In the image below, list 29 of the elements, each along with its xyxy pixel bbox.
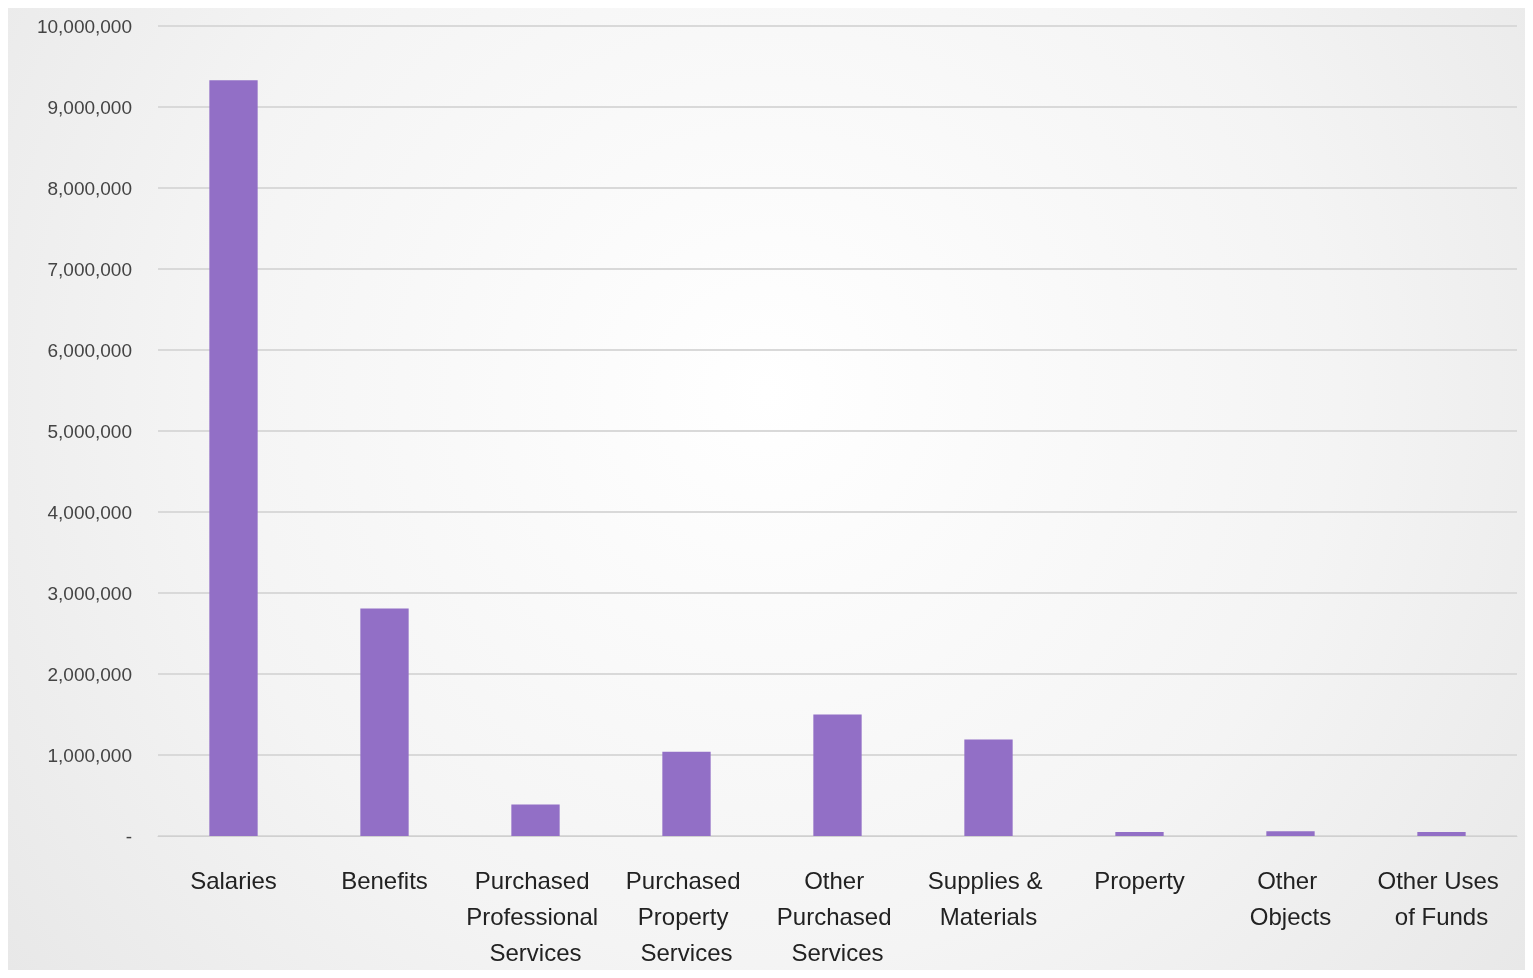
x-tick-label: Property: [1094, 866, 1185, 894]
bar: [511, 804, 560, 836]
y-tick-label: 4,000,000: [47, 501, 132, 523]
bar: [813, 714, 862, 836]
y-tick-label: 8,000,000: [47, 177, 132, 199]
y-tick-label: 3,000,000: [47, 582, 132, 604]
bar: [1266, 831, 1315, 836]
bar: [209, 80, 258, 836]
y-tick-label: 10,000,000: [36, 15, 132, 37]
y-tick-label: 9,000,000: [47, 96, 132, 118]
x-tick-label: Purchased Property Services: [625, 866, 748, 966]
x-tick-label: Benefits: [341, 866, 428, 894]
y-tick-label: 1,000,000: [47, 744, 132, 766]
y-tick-label: 2,000,000: [47, 663, 132, 685]
bar: [1115, 831, 1164, 836]
y-tick-label: 5,000,000: [47, 420, 132, 442]
x-tick-label: Other Uses of Funds: [1377, 866, 1506, 930]
bar: [1417, 831, 1466, 836]
x-tick-label: Other Objects: [1249, 866, 1332, 930]
bar: [964, 739, 1013, 836]
x-tick-label: Other Purchased Services: [776, 866, 899, 966]
y-tick-label: 7,000,000: [47, 258, 132, 280]
x-tick-label: Salaries: [190, 866, 277, 894]
y-tick-label: 6,000,000: [47, 339, 132, 361]
x-tick-label: Purchased Professional Services: [466, 866, 605, 966]
y-tick-label: -: [125, 825, 132, 847]
x-tick-label: Supplies & Materials: [927, 866, 1050, 930]
bar: [662, 751, 711, 836]
bar: [360, 608, 409, 836]
